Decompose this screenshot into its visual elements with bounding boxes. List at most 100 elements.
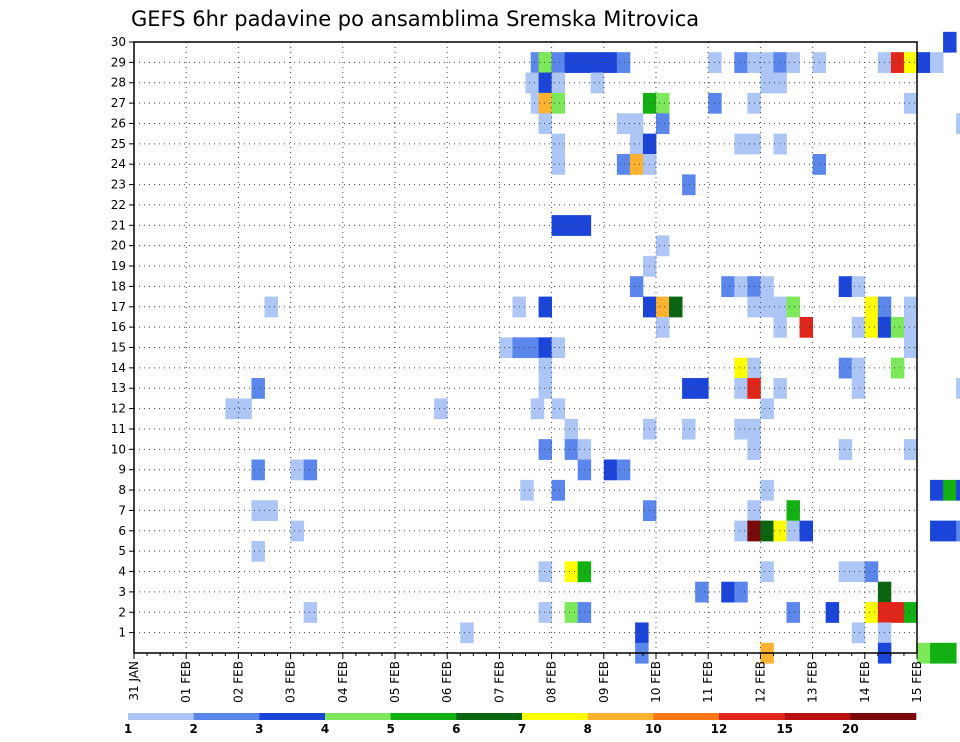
heatmap-cell [538,602,552,623]
heatmap-cell [721,276,735,297]
heatmap-cell [799,316,813,338]
x-tick-label: 12 FEB [753,661,767,703]
x-tick-label: 05 FEB [388,661,402,703]
heatmap-cell [538,92,552,114]
heatmap-cell [499,337,513,359]
y-tick-label: 19 [111,259,126,273]
heatmap-cell [734,133,748,155]
heatmap-cell [851,316,866,338]
legend-label: 20 [842,722,859,736]
heatmap-cell [760,398,774,420]
heatmap-cell [903,92,918,114]
heatmap-cell [303,459,318,481]
legend-label: 5 [386,722,394,736]
x-tick-label: 02 FEB [231,661,245,703]
heatmap-cell [930,52,944,73]
legend: 1 2 3 4 5 6 7 8 10 12 15 20 [124,713,917,736]
legend-swatch [653,713,720,720]
heatmap-cell [551,215,566,236]
y-tick-label: 16 [111,320,126,334]
heatmap-cell [616,52,631,73]
heatmap-cell [903,52,918,73]
heatmap-cell [838,439,853,460]
legend-swatch [784,713,851,720]
heatmap-cell [943,31,957,53]
heatmap-cell [838,561,853,583]
heatmap-cell [721,581,735,603]
heatmap-cell [538,113,552,135]
heatmap-cell [525,337,539,359]
chart-title: GEFS 6hr padavine po ansamblima Sremska … [131,7,699,31]
legend-swatch [850,713,917,720]
heatmap-cell [851,622,866,644]
heatmap-cell [943,520,957,542]
heatmap-cell [773,316,787,338]
heatmap-cell [564,561,579,583]
heatmap-cell [799,520,813,542]
heatmap-cell [864,602,879,623]
x-axis: 31 JAN 01 FEB 02 FEB 03 FEB 04 FEB 05 FEB 06 F… [127,653,924,703]
y-tick-label: 5 [118,544,126,558]
heatmap-cell [956,113,960,135]
heatmap-cell [603,52,618,73]
heatmap-cell [635,622,649,644]
heatmap-cell [629,113,644,135]
heatmap-cell [603,459,618,481]
heatmap-cell [251,378,265,399]
heatmap-cell [786,52,800,73]
y-tick-label: 21 [111,218,126,232]
heatmap-cell [890,357,905,379]
y-tick-label: 11 [111,422,126,436]
legend-label: 2 [189,722,197,736]
heatmap-cell [551,52,566,73]
heatmap-cell [682,418,696,440]
heatmap-cell [551,154,566,175]
heatmap-cell [890,316,905,338]
y-tick-label: 2 [118,605,126,619]
heatmap-cell [551,133,566,155]
heatmap-cell [786,602,800,623]
y-tick-label: 27 [111,96,126,110]
heatmap-cell [629,133,644,155]
heatmap-cell [917,52,931,73]
heatmap-cell [734,276,748,297]
heatmap-cell [825,602,840,623]
heatmap-cell [851,378,866,399]
heatmap-cell [538,52,552,73]
heatmap-cell [903,337,918,359]
y-tick-label: 22 [111,198,126,212]
y-tick-label: 6 [118,524,126,538]
grid-layer [134,41,917,653]
legend-swatch [128,713,194,720]
heatmap-cell [943,642,957,664]
heatmap-cell [290,520,305,542]
heatmap-cell [656,316,670,338]
legend-swatch [193,713,260,720]
heatmap-cell [760,479,774,501]
heatmap-cell [551,398,566,420]
x-tick-label: 10 FEB [649,661,663,703]
legend-label: 1 [124,722,132,736]
heatmap-cell [930,479,944,501]
cells-layer [225,31,960,664]
heatmap-cell [851,357,866,379]
heatmap-cell [564,602,579,623]
x-tick-label: 04 FEB [336,661,350,703]
heatmap-cell [264,296,278,318]
x-tick-label: 31 JAN [127,661,141,701]
y-tick-label: 8 [118,483,126,497]
heatmap-cell [838,276,853,297]
heatmap-cell [903,439,918,460]
heatmap-cell [956,378,960,399]
legend-label: 10 [645,722,662,736]
y-tick-label: 4 [118,565,126,579]
legend-swatch [587,713,654,720]
y-axis: 1234567891011121314151617181920212223242… [111,35,134,640]
legend-label: 3 [255,722,263,736]
heatmap-cell [530,398,545,420]
heatmap-cell [616,113,631,135]
y-tick-label: 30 [111,35,126,49]
y-tick-label: 3 [118,585,126,599]
legend-label: 6 [452,722,460,736]
heatmap-cell [760,52,774,73]
